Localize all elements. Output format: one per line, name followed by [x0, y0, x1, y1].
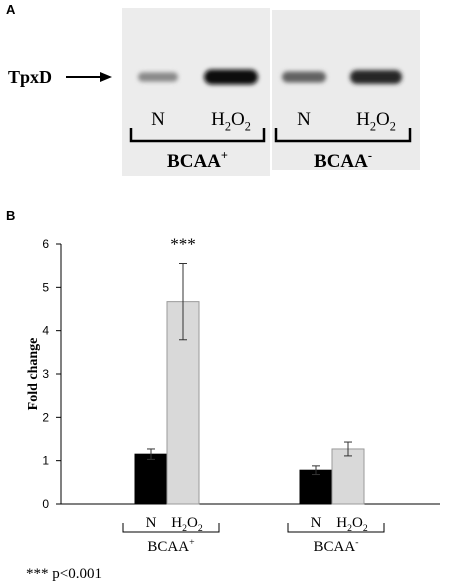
band-1 — [138, 72, 178, 82]
protein-label: TpxD — [8, 67, 52, 87]
category-label-1: BCAA+ — [147, 537, 195, 555]
band-4 — [350, 70, 402, 84]
y-tick-label: 5 — [42, 280, 49, 294]
bar-H2O2-2 — [331, 448, 365, 505]
y-tick-label: 0 — [42, 497, 49, 511]
western-blot-panel: TpxD N H2O2 N H2O2 BCAA+ BCAA- — [8, 8, 420, 176]
y-tick-label: 3 — [42, 367, 49, 381]
category-label-2: BCAA- — [314, 537, 359, 555]
panel-a-letter: A — [6, 2, 16, 17]
group-bracket-1 — [129, 128, 266, 143]
y-tick-label: 4 — [42, 324, 49, 338]
panel-b-letter: B — [6, 208, 16, 223]
bar-label-N-1: N — [146, 515, 157, 531]
footnote: *** p<0.001 — [26, 566, 102, 582]
lane-label-1: N — [151, 109, 165, 130]
group-bracket-2 — [274, 128, 412, 143]
group-label-1: BCAA+ — [167, 148, 228, 172]
blot-membrane-right — [272, 10, 420, 170]
significance-marker: *** — [170, 235, 196, 254]
bar-N-2 — [299, 469, 333, 505]
y-axis-label: Fold change — [26, 338, 41, 411]
group-label-2: BCAA- — [314, 148, 372, 172]
y-tick-label: 6 — [42, 237, 49, 251]
lane-label-4: H2O2 — [356, 109, 396, 133]
lane-label-3: N — [297, 109, 311, 130]
y-tick-label: 1 — [42, 454, 49, 468]
category-bracket-2 — [287, 523, 385, 533]
protein-arrow-head — [100, 72, 112, 82]
category-bracket-1 — [122, 523, 220, 533]
band-3 — [282, 71, 326, 83]
y-tick-label: 2 — [42, 410, 49, 424]
bar-label-N-2: N — [311, 515, 322, 531]
bar-label-H2O2-2: H2O2 — [336, 515, 368, 534]
band-2 — [204, 69, 258, 85]
bar-N-1 — [134, 453, 168, 505]
lane-label-2: H2O2 — [211, 109, 251, 133]
bar-label-H2O2-1: H2O2 — [171, 515, 203, 534]
blot-membrane-left — [122, 8, 270, 176]
